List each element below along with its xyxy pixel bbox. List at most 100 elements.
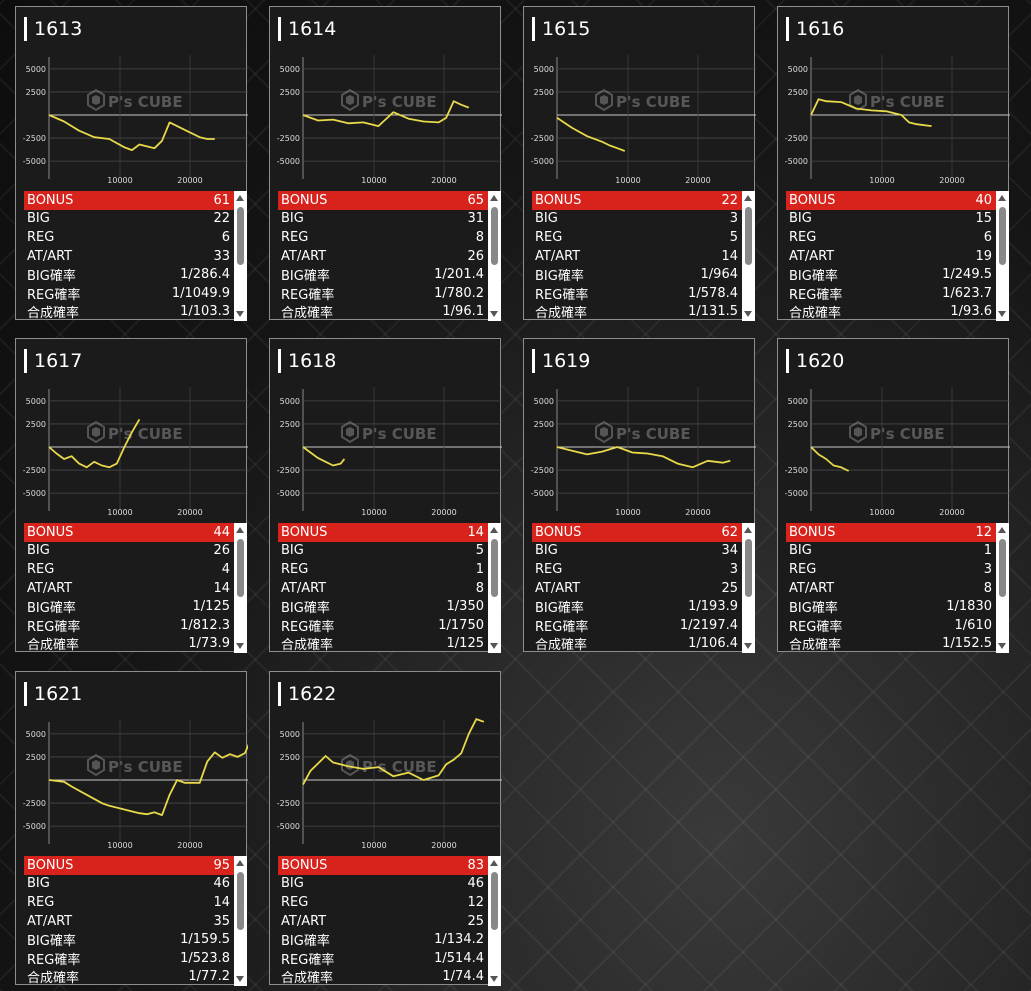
machine-card[interactable]: 1615 BONUS 22 BIG 3 REG 5 AT/ART 14 BIG確… [523, 6, 756, 321]
stat-row-big-rate: BIG確率 1/193.9 [532, 597, 742, 616]
scroll-thumb[interactable] [999, 539, 1006, 597]
stat-row-big: BIG 22 [24, 210, 234, 229]
machine-card[interactable]: 1622 BONUS 83 BIG 46 REG 12 AT/ART 25 BI… [269, 671, 502, 986]
stat-row-big-rate: BIG確率 1/350 [278, 597, 488, 616]
stat-label: 合成確率 [789, 306, 842, 322]
scroll-up-arrow-icon[interactable] [744, 527, 752, 533]
machine-card[interactable]: 1614 BONUS 65 BIG 31 REG 8 AT/ART 26 BIG… [269, 6, 502, 321]
watermark-text: P's CUBE [362, 758, 437, 776]
machine-card[interactable]: 1618 BONUS 14 BIG 5 REG 1 AT/ART 8 BIG確率… [269, 338, 502, 653]
stat-row-atart: AT/ART 19 [786, 247, 996, 266]
scroll-down-arrow-icon[interactable] [744, 311, 752, 317]
stats-scrollbar[interactable] [742, 191, 755, 321]
stat-value: 6 [221, 229, 230, 245]
machine-card[interactable]: 1621 BONUS 95 BIG 46 REG 14 AT/ART 35 BI… [15, 671, 248, 986]
machine-card[interactable]: 1617 BONUS 44 BIG 26 REG 4 AT/ART 14 BIG… [15, 338, 248, 653]
y-tick-label: -5000 [23, 822, 46, 831]
stats-table: BONUS 65 BIG 31 REG 8 AT/ART 26 BIG確率 1/… [278, 191, 488, 321]
stat-label: 合成確率 [27, 306, 80, 322]
scroll-down-arrow-icon[interactable] [490, 976, 498, 982]
payout-series-line [302, 718, 485, 786]
stat-row-reg-rate: REG確率 1/514.4 [278, 949, 488, 968]
stat-label: AT/ART [281, 580, 327, 596]
stat-value: 1/1750 [438, 617, 484, 633]
scroll-thumb[interactable] [491, 207, 498, 265]
scroll-down-arrow-icon[interactable] [998, 311, 1006, 317]
stat-row-bonus: BONUS 62 [532, 523, 742, 542]
stat-value: 1 [983, 543, 992, 559]
scroll-down-arrow-icon[interactable] [744, 643, 752, 649]
scroll-up-arrow-icon[interactable] [744, 195, 752, 201]
stat-label: BIG確率 [789, 601, 838, 617]
stats-scrollbar[interactable] [488, 523, 501, 653]
scroll-up-arrow-icon[interactable] [998, 527, 1006, 533]
machine-card[interactable]: 1619 BONUS 62 BIG 34 REG 3 AT/ART 25 BIG… [523, 338, 756, 653]
scroll-up-arrow-icon[interactable] [490, 860, 498, 866]
scroll-up-arrow-icon[interactable] [490, 195, 498, 201]
y-tick-label: -2500 [531, 466, 554, 475]
scroll-thumb[interactable] [237, 207, 244, 265]
machine-card[interactable]: 1616 BONUS 40 BIG 15 REG 6 AT/ART 19 BIG… [777, 6, 1010, 321]
stat-label: BIG確率 [27, 601, 76, 617]
scroll-down-arrow-icon[interactable] [236, 976, 244, 982]
scroll-up-arrow-icon[interactable] [236, 527, 244, 533]
scroll-up-arrow-icon[interactable] [998, 195, 1006, 201]
y-tick-label: 2500 [26, 753, 46, 762]
machine-card[interactable]: 1613 BONUS 61 BIG 22 REG 6 AT/ART 33 BIG… [15, 6, 248, 322]
stat-value: 1/106.4 [688, 636, 738, 652]
machine-number: 1622 [288, 683, 337, 705]
stat-row-reg: REG 12 [278, 893, 488, 912]
scroll-thumb[interactable] [999, 207, 1006, 265]
scroll-down-arrow-icon[interactable] [490, 643, 498, 649]
watermark-text: P's CUBE [362, 93, 437, 111]
scroll-down-arrow-icon[interactable] [236, 643, 244, 649]
stat-row-atart: AT/ART 33 [24, 247, 234, 266]
stat-value: 1/812.3 [180, 617, 230, 633]
stats-scrollbar[interactable] [996, 191, 1009, 321]
stats-scrollbar[interactable] [234, 191, 247, 321]
machine-card[interactable]: 1620 BONUS 12 BIG 1 REG 3 AT/ART 8 BIG確率… [777, 338, 1010, 653]
stats-scrollbar[interactable] [488, 856, 501, 986]
stat-value: 1/125 [192, 599, 230, 615]
y-tick-label: -2500 [277, 799, 300, 808]
stat-value: 1/152.5 [942, 636, 992, 652]
stats-scrollbar[interactable] [234, 856, 247, 986]
scroll-up-arrow-icon[interactable] [490, 527, 498, 533]
scroll-up-arrow-icon[interactable] [236, 195, 244, 201]
stat-row-reg: REG 8 [278, 228, 488, 247]
stats-table: BONUS 44 BIG 26 REG 4 AT/ART 14 BIG確率 1/… [24, 523, 234, 653]
scroll-up-arrow-icon[interactable] [236, 860, 244, 866]
scroll-thumb[interactable] [491, 872, 498, 930]
y-tick-label: -2500 [23, 799, 46, 808]
machine-number: 1617 [34, 350, 83, 372]
title-accent-bar [24, 682, 27, 706]
scroll-down-arrow-icon[interactable] [236, 311, 244, 317]
stat-label: BONUS [27, 524, 74, 540]
stats-scrollbar[interactable] [488, 191, 501, 321]
stats-scrollbar[interactable] [742, 523, 755, 653]
payout-series-line [556, 446, 731, 469]
stat-row-reg-rate: REG確率 1/1750 [278, 616, 488, 635]
stats-scrollbar[interactable] [234, 523, 247, 653]
scroll-thumb[interactable] [745, 539, 752, 597]
stats-table: BONUS 40 BIG 15 REG 6 AT/ART 19 BIG確率 1/… [786, 191, 996, 321]
stat-label: REG [281, 894, 309, 910]
stat-value: 6 [983, 229, 992, 245]
scroll-thumb[interactable] [237, 539, 244, 597]
scroll-down-arrow-icon[interactable] [490, 311, 498, 317]
stats-scrollbar[interactable] [996, 523, 1009, 653]
stat-value: 12 [467, 894, 484, 910]
stat-value: 1/93.6 [950, 304, 992, 320]
payout-chart: 5000 2500 -2500 -5000 10000 20000 P's CUBE [531, 55, 756, 185]
stat-value: 3 [729, 561, 738, 577]
scroll-thumb[interactable] [745, 207, 752, 265]
title-accent-bar [786, 17, 789, 41]
scroll-thumb[interactable] [237, 872, 244, 930]
stat-value: 46 [213, 876, 230, 892]
scroll-down-arrow-icon[interactable] [998, 643, 1006, 649]
stat-label: REG [27, 894, 55, 910]
title-accent-bar [24, 349, 27, 373]
scroll-thumb[interactable] [491, 539, 498, 597]
stat-row-big-rate: BIG確率 1/1830 [786, 597, 996, 616]
stat-value: 40 [975, 192, 992, 208]
